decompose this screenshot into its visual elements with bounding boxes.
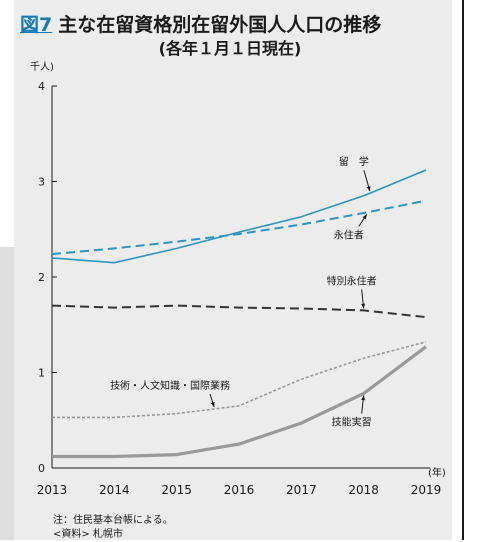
x-axis-label: (年)	[428, 466, 446, 479]
annotation-arrow-head	[361, 395, 366, 401]
annotation-label: 永住者	[334, 228, 364, 241]
annotation-0: 留 学	[339, 155, 371, 192]
x-tick-label: 2017	[286, 483, 317, 497]
left-margin-strip	[0, 247, 14, 540]
annotation-arrow-head	[361, 303, 366, 309]
x-tick-label: 2014	[99, 483, 130, 497]
x-tick-label: 2016	[224, 483, 255, 497]
annotation-label: 留 学	[339, 155, 369, 168]
x-tick-label: 2019	[411, 483, 442, 497]
axes: 0 1 2 3 4 2013 2014 2015 2016 2017 2018 2019 千人) (年)	[30, 61, 446, 497]
y-tick-label: 3	[38, 176, 45, 189]
series-line-4	[52, 345, 427, 459]
y-tick-label: 2	[38, 271, 45, 284]
note-text: 注：住民基本台帳による。	[53, 515, 173, 526]
annotation-4: 技能実習	[332, 395, 372, 429]
annotation-label: 技術・人文知識・国際業務	[110, 379, 230, 392]
notes: 注：住民基本台帳による。 <資料> 札幌市	[53, 514, 173, 542]
chart-subtitle: (各年１月１日現在)	[158, 39, 302, 58]
annotation-3: 技術・人文知識・国際業務	[110, 379, 230, 408]
figure-panel	[14, 0, 452, 540]
annotation-2: 特別永住者	[327, 274, 377, 309]
annotation-1: 永住者	[334, 214, 368, 241]
chart-title-text: 主な在留資格別在留外国人人口の推移	[58, 14, 382, 36]
annotation-arrow-head	[366, 186, 371, 192]
annotation-arrow-head	[210, 402, 215, 407]
y-tick-label: 4	[38, 80, 45, 93]
annotation-arrow-head	[362, 214, 367, 220]
annotation-label: 特別永住者	[327, 274, 377, 287]
right-edge-border	[462, 0, 464, 540]
y-tick-label: 1	[38, 367, 45, 380]
series-line-2	[51, 304, 427, 319]
y-tick-label: 0	[38, 462, 45, 475]
x-tick-label: 2018	[348, 483, 379, 497]
series-line-1	[51, 199, 427, 256]
source-text: <資料> 札幌市	[53, 529, 123, 540]
x-tick-label: 2013	[37, 483, 68, 497]
y-axis-label: 千人)	[30, 61, 54, 73]
x-tick-label: 2015	[161, 483, 192, 497]
series-lines	[51, 169, 427, 459]
series-line-3	[52, 341, 427, 419]
figure-label: 図7	[20, 14, 53, 36]
annotation-label: 技能実習	[332, 416, 372, 429]
series-line-0	[51, 169, 427, 264]
chart-title: 図7 主な在留資格別在留外国人人口の推移	[20, 10, 450, 37]
